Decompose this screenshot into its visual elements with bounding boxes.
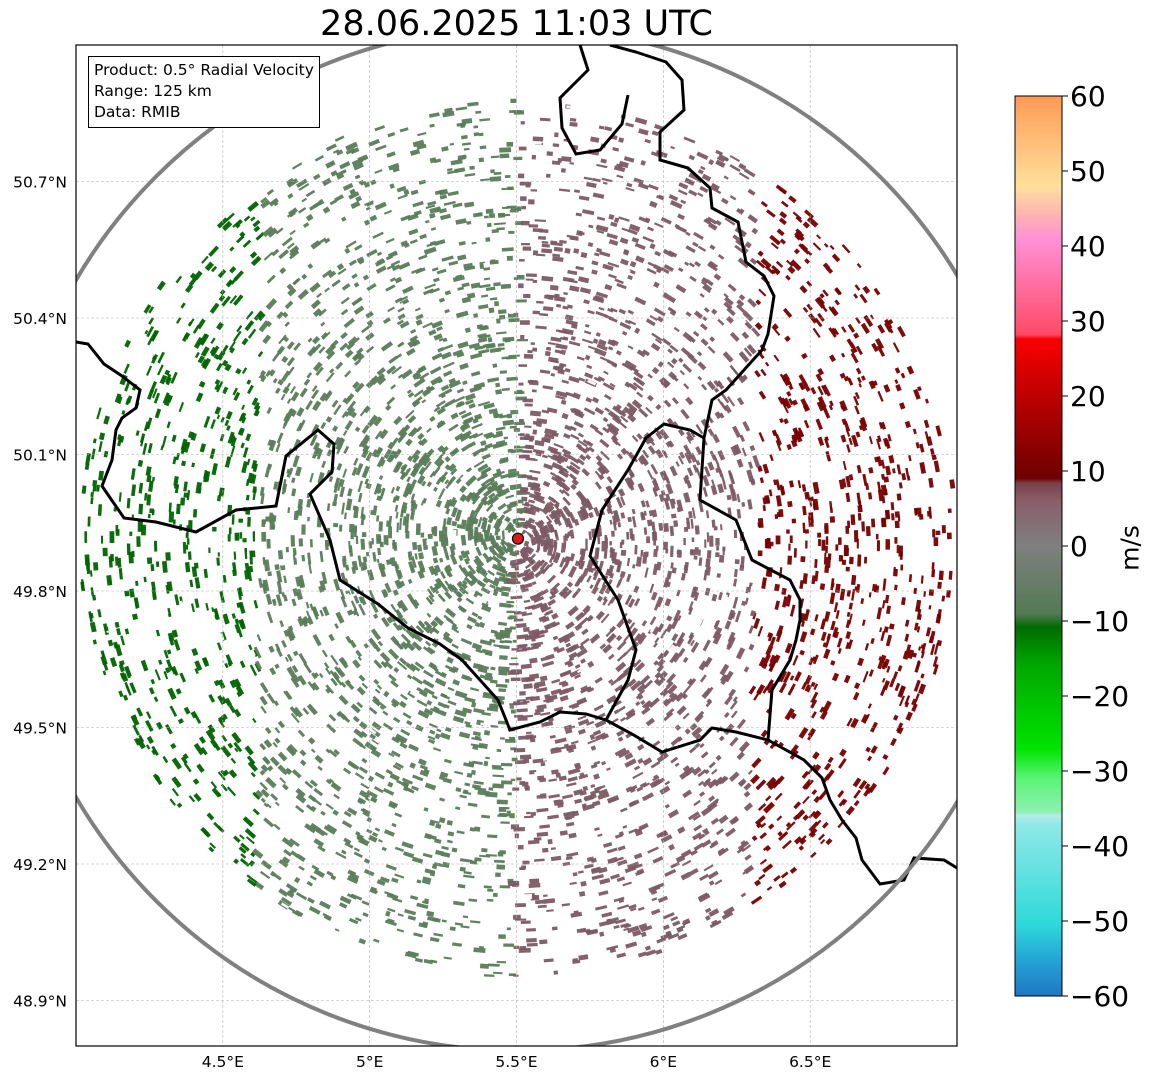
plot-area: [76, 45, 957, 1046]
map-border: [75, 44, 958, 1047]
colorbar-tick-label: 20: [1070, 380, 1106, 413]
colorbar-tick-label: −20: [1070, 680, 1129, 713]
border-netherlands-enclave: [558, 45, 630, 156]
colorbar-tick-label: 10: [1070, 455, 1106, 488]
radar-echoes: [80, 98, 956, 978]
lat-tick-label: 49.8°N: [13, 583, 67, 601]
colorbar-tick-label: 50: [1070, 155, 1106, 188]
lat-tick-label: 49.2°N: [13, 856, 67, 874]
border-france-belgium: [76, 340, 607, 732]
latitude-tick-labels: 50.7°N 50.4°N 50.1°N 49.8°N 49.5°N 49.2°N 48.9…: [13, 174, 67, 1011]
lat-tick-label: 49.5°N: [13, 720, 67, 738]
map-title: 28.06.2025 11:03 UTC: [320, 4, 713, 44]
colorbar-tick-label: 0: [1070, 530, 1088, 563]
border-belgium-germany: [609, 45, 776, 439]
border-belgium-luxembourg: [588, 422, 705, 721]
border-luxembourg-germany: [698, 437, 802, 741]
lat-tick-label: 50.1°N: [13, 447, 67, 465]
colorbar-tick-label: −10: [1070, 605, 1129, 638]
lon-tick-label: 6.5°E: [789, 1053, 831, 1071]
lat-tick-label: 48.9°N: [13, 993, 67, 1011]
lon-tick-label: 5.5°E: [495, 1053, 537, 1071]
lon-tick-label: 4.5°E: [202, 1053, 244, 1071]
border-luxembourg-france: [605, 718, 769, 754]
colorbar-tick-label: 60: [1070, 80, 1106, 113]
colorbar-ticks: 60 50 40 30 20 10 0 −10 −20 −30 −40 −50 −60: [1062, 80, 1129, 1013]
colorbar-tick-label: 40: [1070, 230, 1106, 263]
colorbar-tick-label: −30: [1070, 755, 1129, 788]
data-source-label: Data: RMIB: [94, 103, 181, 121]
lat-tick-label: 50.4°N: [13, 310, 67, 328]
colorbar-tick-label: 30: [1070, 305, 1106, 338]
radar-site-marker: [511, 532, 525, 545]
lon-tick-label: 6°E: [650, 1053, 677, 1071]
colorbar-unit-label: m/s: [1115, 525, 1145, 571]
longitude-tick-labels: 4.5°E 5°E 5.5°E 6°E 6.5°E: [202, 1053, 832, 1071]
colorbar-gradient: [1015, 96, 1062, 996]
lon-tick-label: 5°E: [356, 1053, 383, 1071]
colorbar-tick-label: −60: [1070, 980, 1129, 1013]
range-label: Range: 125 km: [94, 82, 212, 100]
product-label: Product: 0.5° Radial Velocity: [94, 61, 314, 79]
colorbar-tick-label: −50: [1070, 905, 1129, 938]
lat-tick-label: 50.7°N: [13, 174, 67, 192]
colorbar-tick-label: −40: [1070, 830, 1129, 863]
product-info-box: Product: 0.5° Radial Velocity Range: 125…: [88, 56, 320, 128]
